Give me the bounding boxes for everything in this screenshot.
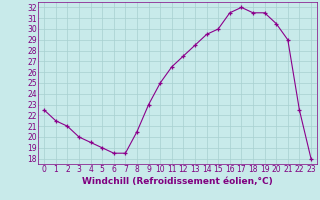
X-axis label: Windchill (Refroidissement éolien,°C): Windchill (Refroidissement éolien,°C): [82, 177, 273, 186]
